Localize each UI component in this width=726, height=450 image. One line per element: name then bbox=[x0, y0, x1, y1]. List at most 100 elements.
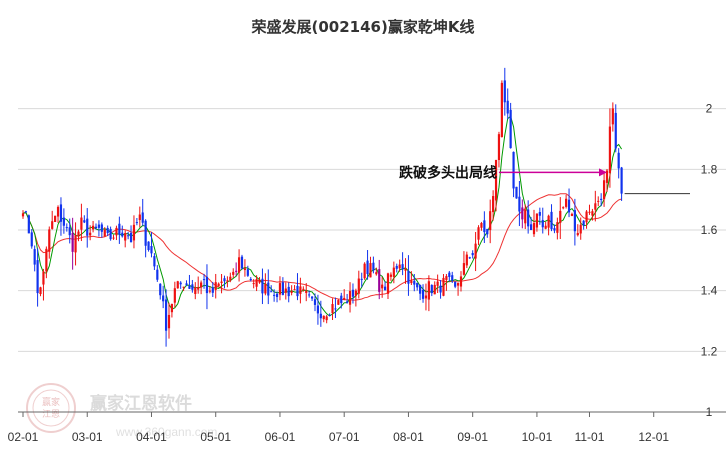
watermark-seal-icon: 赢家 江恩 bbox=[26, 383, 76, 433]
candle-body bbox=[159, 283, 162, 296]
candle-body bbox=[506, 100, 509, 114]
y-tick-label: 1.4 bbox=[701, 284, 718, 298]
candle-body bbox=[483, 220, 486, 233]
x-tick-label: 08-01 bbox=[393, 430, 424, 444]
candle-body bbox=[538, 212, 541, 216]
candle-body bbox=[173, 288, 176, 303]
candle-body bbox=[56, 206, 60, 217]
candle-body bbox=[480, 223, 483, 228]
candle-body bbox=[51, 221, 54, 229]
candle-body bbox=[416, 282, 419, 288]
candle-body bbox=[80, 217, 83, 230]
candle-body bbox=[567, 199, 571, 213]
candle-body bbox=[611, 108, 614, 125]
candle-body bbox=[413, 280, 416, 285]
candle-body bbox=[433, 284, 436, 295]
candle-body bbox=[518, 196, 521, 212]
candle-body bbox=[54, 215, 57, 222]
candle-body bbox=[617, 152, 620, 169]
candle-body bbox=[237, 257, 241, 273]
candle-body bbox=[588, 211, 591, 213]
y-tick-label: 1 bbox=[706, 405, 713, 419]
candle-body bbox=[439, 285, 442, 293]
candle-body bbox=[124, 233, 127, 241]
x-tick-label: 07-01 bbox=[329, 430, 360, 444]
candle-body bbox=[270, 291, 273, 293]
candle-body bbox=[27, 215, 30, 234]
candle-body bbox=[570, 213, 574, 216]
candle-body bbox=[346, 301, 349, 303]
candle-body bbox=[235, 270, 238, 272]
annotation: 跌破多头出局线 bbox=[399, 164, 607, 181]
candle-body bbox=[585, 211, 588, 223]
candle-body bbox=[474, 243, 477, 259]
x-tick-label: 03-01 bbox=[72, 430, 103, 444]
watermark-name: 赢家江恩软件 bbox=[90, 393, 192, 414]
candle-body bbox=[366, 260, 369, 274]
candle-body bbox=[602, 180, 606, 200]
candle-body bbox=[313, 299, 317, 305]
candle-body bbox=[243, 268, 247, 271]
x-tick-label: 12-01 bbox=[638, 430, 669, 444]
candle-body bbox=[103, 229, 106, 237]
candle-body bbox=[579, 224, 582, 234]
candle-body bbox=[445, 276, 448, 280]
candle-body bbox=[39, 287, 42, 295]
candle-body bbox=[153, 256, 156, 267]
candle-body bbox=[167, 314, 171, 329]
x-axis: 02-01 03-01 04-01 05-01 06-01 07-01 08-01 09-01… bbox=[8, 412, 669, 444]
candle-body bbox=[343, 297, 346, 301]
candle-body bbox=[24, 211, 28, 213]
candle-body bbox=[191, 284, 194, 290]
candle-body bbox=[220, 281, 223, 283]
candle-body bbox=[83, 220, 86, 223]
candle-body bbox=[217, 283, 220, 287]
candle-body bbox=[357, 278, 360, 294]
watermark: 赢家 江恩 赢家江恩软件 www.360gann.com bbox=[26, 383, 217, 439]
candle-body bbox=[529, 224, 533, 230]
candle-body bbox=[305, 290, 308, 293]
watermark-seal-line2: 江恩 bbox=[42, 409, 60, 420]
candle-body bbox=[360, 278, 363, 280]
candle-body bbox=[59, 204, 63, 222]
candle-body bbox=[48, 229, 51, 252]
candle-body bbox=[42, 271, 45, 285]
candle-body bbox=[620, 167, 623, 194]
candle-body bbox=[340, 295, 343, 304]
candle-body bbox=[524, 209, 527, 224]
watermark-seal-line1: 赢家 bbox=[42, 396, 60, 408]
candle-body bbox=[77, 231, 80, 237]
candle-body bbox=[325, 316, 328, 321]
y-tick-label: 1.6 bbox=[701, 223, 718, 237]
candle-body bbox=[375, 272, 378, 275]
candle-body bbox=[354, 290, 357, 296]
candle-body bbox=[500, 82, 503, 138]
x-tick-label: 09-01 bbox=[457, 430, 488, 444]
candle-body bbox=[419, 284, 422, 294]
candle-body bbox=[197, 287, 200, 290]
candle-body bbox=[121, 232, 124, 237]
candle-body bbox=[255, 279, 258, 287]
candle-body bbox=[302, 288, 305, 290]
candle-body bbox=[202, 279, 206, 281]
candle-body bbox=[223, 278, 226, 282]
candle-body bbox=[363, 263, 366, 279]
candle-body bbox=[214, 282, 217, 290]
candle-body bbox=[515, 186, 518, 199]
watermark-url: www.360gann.com bbox=[115, 425, 217, 439]
candle-body bbox=[147, 241, 150, 251]
candle-body bbox=[389, 274, 393, 277]
candle-body bbox=[597, 200, 600, 202]
candle-body bbox=[322, 315, 325, 320]
candles bbox=[21, 67, 623, 347]
candle-body bbox=[211, 287, 214, 293]
candle-body bbox=[451, 275, 454, 281]
candle-body bbox=[129, 232, 133, 243]
candle-body bbox=[436, 281, 439, 286]
y-axis: 1 1.2 1.4 1.6 1.8 2 bbox=[701, 102, 718, 419]
candle-body bbox=[398, 264, 401, 269]
candle-body bbox=[430, 285, 433, 294]
candle-body bbox=[252, 283, 255, 285]
candle-body bbox=[106, 227, 109, 234]
